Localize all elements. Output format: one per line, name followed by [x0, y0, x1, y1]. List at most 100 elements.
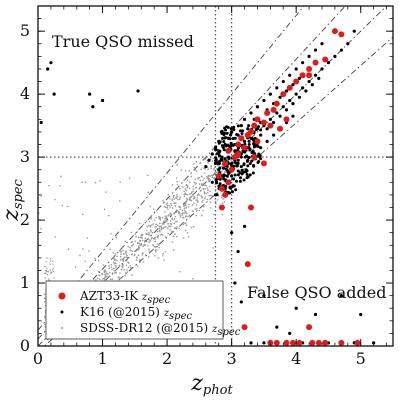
sdss-point: [150, 238, 153, 240]
sdss-point: [169, 197, 171, 200]
k16-point: [246, 127, 250, 131]
sdss-point: [209, 179, 212, 181]
sdss-point: [158, 229, 161, 232]
sdss-point: [166, 227, 169, 229]
sdss-point: [147, 224, 150, 227]
sdss-point: [184, 169, 187, 172]
sdss-point: [215, 202, 217, 205]
sdss-point: [125, 264, 128, 267]
sdss-point: [200, 168, 202, 171]
sdss-point: [201, 214, 203, 217]
sdss-point: [120, 268, 123, 271]
sdss-point: [188, 181, 191, 184]
sdss-point: [209, 201, 212, 203]
k16-point: [247, 146, 251, 150]
sdss-point: [49, 269, 51, 271]
k16-point: [217, 154, 221, 158]
k16-point: [284, 89, 289, 93]
sdss-point: [203, 193, 206, 195]
sdss-point: [162, 221, 165, 223]
k16-point: [229, 133, 233, 137]
sdss-point: [162, 227, 165, 230]
sdss-point: [212, 247, 215, 249]
sdss-point: [148, 250, 150, 252]
sdss-point: [221, 196, 223, 199]
sdss-point: [202, 184, 205, 186]
sdss-point: [204, 197, 206, 200]
sdss-point: [174, 202, 176, 204]
sdss-point: [154, 249, 157, 252]
sdss-point: [131, 250, 134, 253]
k16-point: [210, 180, 214, 184]
sdss-point: [149, 226, 152, 228]
sdss-point: [155, 216, 157, 219]
k16-point: [247, 142, 251, 146]
azt33-point: [251, 122, 258, 129]
sdss-point: [114, 253, 117, 255]
k16-point: [222, 166, 226, 170]
sdss-point: [129, 246, 131, 249]
sdss-point: [147, 238, 150, 240]
sdss-point: [209, 194, 212, 197]
k16-point: [239, 124, 243, 128]
sdss-point: [137, 236, 140, 239]
k16-point: [214, 145, 218, 149]
sdss-point: [60, 175, 62, 178]
sdss-point: [171, 207, 174, 209]
sdss-point: [203, 177, 206, 180]
sdss-point: [132, 243, 135, 245]
sdss-point: [165, 216, 168, 219]
k16-point: [288, 73, 292, 77]
sdss-point: [121, 266, 124, 269]
sdss-point: [120, 250, 123, 253]
sdss-point: [211, 176, 214, 179]
k16-point: [256, 144, 260, 148]
sdss-point: [157, 227, 159, 230]
sdss-point: [172, 196, 175, 199]
sdss-point: [192, 197, 195, 200]
sdss-point: [200, 189, 202, 192]
k16-point: [219, 130, 223, 134]
k16-point: [222, 148, 226, 152]
sdss-point: [182, 212, 184, 214]
sdss-point: [173, 227, 176, 230]
sdss-point: [178, 227, 180, 230]
k16-point: [275, 86, 279, 90]
sdss-point: [102, 264, 105, 266]
k16-point: [232, 128, 236, 132]
sdss-point: [184, 203, 187, 205]
sdss-point: [106, 275, 108, 278]
sdss-point: [140, 234, 142, 237]
sdss-point: [191, 210, 194, 212]
k16-point: [219, 157, 223, 161]
sdss-point: [147, 232, 150, 234]
sdss-point: [120, 253, 122, 256]
sdss-point: [148, 232, 151, 234]
sdss-point: [194, 178, 197, 181]
k16-point: [250, 159, 254, 163]
sdss-point: [230, 159, 232, 162]
sdss-point: [208, 185, 211, 188]
sdss-point: [164, 236, 167, 238]
k16-point: [229, 131, 233, 135]
sdss-point: [118, 249, 121, 252]
azt33-point: [354, 339, 361, 346]
sdss-point: [147, 245, 149, 247]
sdss-point: [176, 235, 178, 238]
k16-point: [240, 168, 244, 172]
k16-point: [233, 173, 237, 177]
sdss-point: [166, 202, 169, 204]
k16-point: [239, 164, 243, 169]
sdss-point: [139, 240, 141, 242]
sdss-point: [202, 188, 205, 191]
k16-point: [49, 61, 53, 65]
sdss-point: [210, 167, 212, 170]
sdss-point: [175, 197, 178, 199]
sdss-point: [110, 263, 113, 266]
sdss-point: [204, 172, 206, 174]
sdss-point: [115, 236, 118, 239]
k16-point: [257, 125, 261, 129]
azt33-point: [251, 154, 258, 161]
sdss-point: [185, 215, 187, 217]
azt33-point: [260, 160, 267, 167]
